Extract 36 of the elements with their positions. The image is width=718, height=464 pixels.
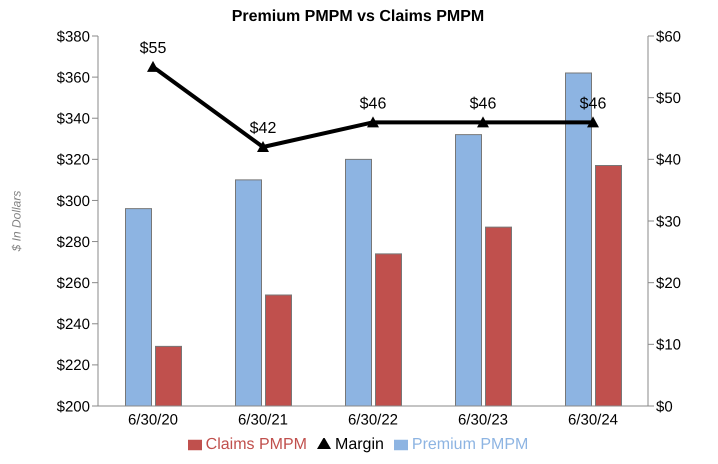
- x-tick-label: 6/30/20: [128, 412, 178, 429]
- data-label: $55: [140, 40, 166, 57]
- x-tick-label: 6/30/23: [458, 412, 508, 429]
- y-tick-label: $320: [56, 152, 90, 169]
- x-tick-label: 6/30/21: [238, 412, 288, 429]
- y2-tick-label: $60: [656, 28, 682, 46]
- y2-tick-label: $40: [656, 152, 682, 169]
- y-tick-label: $340: [56, 110, 90, 128]
- data-label: $46: [360, 95, 386, 112]
- x-tick-label: 6/30/22: [348, 412, 398, 429]
- point: [477, 116, 489, 128]
- y-tick-label: $380: [56, 28, 90, 46]
- y-tick-label: $240: [56, 316, 90, 334]
- y2-tick-label: $10: [656, 336, 682, 354]
- y-tick-label: $300: [56, 192, 90, 210]
- legend-label: Margin: [334, 436, 384, 453]
- legend-label: Premium PMPM: [412, 436, 528, 453]
- y2-tick-label: $20: [656, 274, 682, 292]
- y2-tick-label: $50: [656, 90, 682, 107]
- point: [587, 116, 599, 128]
- y-tick-label: $260: [56, 274, 90, 292]
- y-tick-label: $360: [56, 69, 90, 86]
- y-axis-title: $ In Dollars: [9, 190, 24, 252]
- point: [367, 116, 379, 128]
- chart-title: Premium PMPM vs Claims PMPM: [230, 8, 486, 27]
- y-tick-label: $220: [56, 357, 90, 374]
- x-tick-label: 6/30/24: [568, 412, 618, 429]
- data-label: $42: [250, 120, 276, 137]
- y-tick-label: $280: [56, 234, 90, 251]
- data-label: $46: [470, 95, 496, 112]
- y2-tick-label: $30: [656, 213, 682, 230]
- data-label: $46: [580, 95, 606, 112]
- y-tick-label: $200: [56, 398, 90, 416]
- y2-tick-label: $0: [656, 398, 673, 416]
- legend-label: Claims PMPM: [206, 436, 307, 453]
- point: [257, 141, 269, 152]
